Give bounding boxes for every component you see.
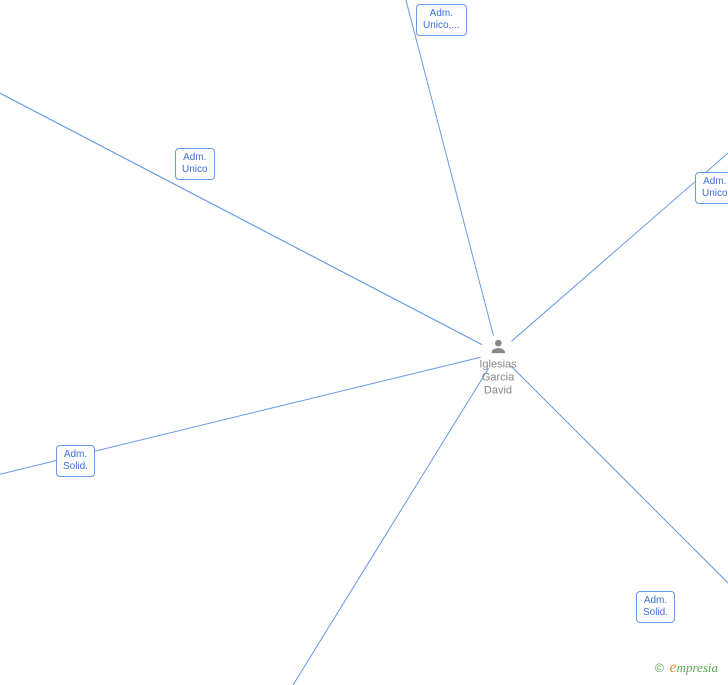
edge-label: Adm. Unico,... <box>416 4 467 36</box>
watermark-rest: mpresia <box>677 660 718 675</box>
edge-label: Adm. Solid. <box>56 445 95 477</box>
edge-line <box>0 0 482 345</box>
edge-label: Adm. Solid. <box>636 591 675 623</box>
edge-line <box>0 0 482 345</box>
center-node-label: Iglesias Garcia David <box>479 359 516 398</box>
copyright-symbol: © <box>655 661 664 675</box>
edge-line <box>271 0 494 336</box>
watermark: © empresia <box>655 659 718 677</box>
edge-label: Adm. Unico <box>695 172 728 204</box>
edge-label: Adm. Unico <box>175 148 215 180</box>
edge-line <box>511 366 728 685</box>
watermark-e: e <box>669 659 676 676</box>
edge-line <box>512 0 728 341</box>
diagram-canvas <box>0 0 728 685</box>
person-icon <box>488 337 508 357</box>
edge-line <box>25 368 488 685</box>
center-node: Iglesias Garcia David <box>479 337 516 398</box>
